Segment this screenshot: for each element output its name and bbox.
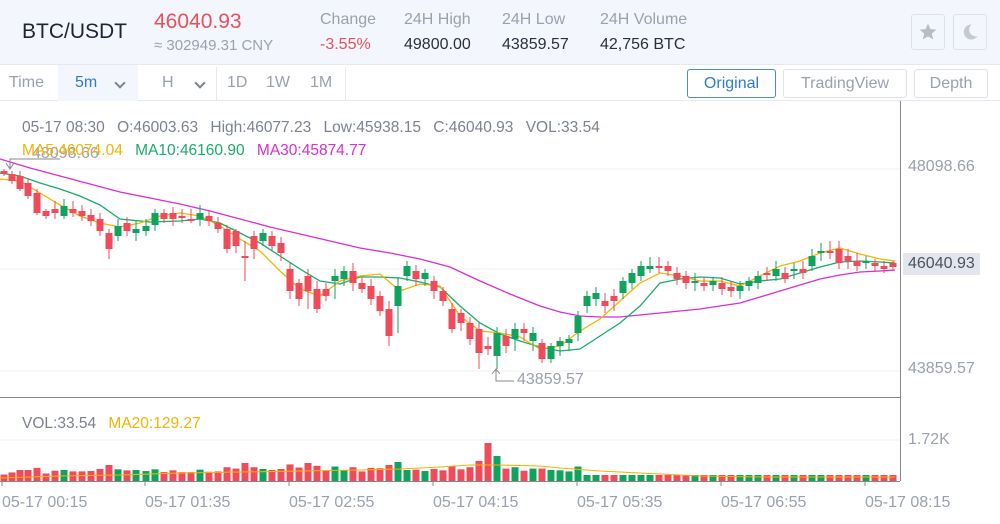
max-price-marker: 48098.66 (32, 145, 99, 162)
legend-vol-ma20: MA20:129.27 (108, 415, 201, 432)
min-price-marker: 43859.57 (517, 371, 584, 388)
price-cny: ≈ 302949.31 CNY (154, 37, 274, 54)
ticker-header: BTC/USDT 46040.93 ≈ 302949.31 CNY Change… (0, 0, 1000, 65)
y-axis-label: 43859.57 (908, 360, 975, 377)
interval-select[interactable]: 5m (58, 65, 138, 101)
x-axis-label: 05-17 02:55 (289, 494, 375, 511)
legend-ma10: MA10:46160.90 (135, 142, 245, 159)
pair-name: BTC/USDT (22, 20, 127, 43)
chevron-down-icon (114, 77, 126, 89)
legend-high: High:46077.23 (210, 119, 312, 136)
theme-toggle-button[interactable] (953, 14, 987, 50)
hour-label: H (162, 74, 174, 91)
stat-24h-low: 24H Low 43859.57 (502, 11, 569, 54)
volume-axis-label: 1.72K (908, 431, 950, 448)
legend-low: Low:45938.15 (323, 119, 421, 136)
divider (345, 67, 346, 101)
ma-legend: MA5:46074.04 MA10:46160.90 MA30:45874.77 (22, 142, 374, 160)
star-icon (919, 23, 937, 40)
stat-24h-volume: 24H Volume 42,756 BTC (600, 11, 687, 54)
ohlc-legend: 05-17 08:30 O:46003.63 High:46077.23 Low… (22, 119, 608, 137)
range-1m[interactable]: 1M (310, 74, 333, 91)
legend-date: 05-17 08:30 (22, 119, 105, 136)
x-axis-label: 05-17 06:55 (721, 494, 807, 511)
last-price: 46040.93 (154, 10, 242, 33)
hour-select[interactable]: H (138, 65, 216, 101)
legend-ma30: MA30:45874.77 (256, 142, 367, 159)
candlesticks (0, 169, 897, 369)
y-axis-label: 48098.66 (908, 158, 975, 175)
stat-value: -3.55% (320, 36, 371, 53)
legend-open: O:46003.63 (117, 119, 199, 136)
view-depth-button[interactable]: Depth (914, 69, 988, 98)
stat-label: 24H Volume (600, 11, 688, 28)
stat-label: 24H Low (502, 11, 566, 28)
range-1w[interactable]: 1W (266, 74, 290, 91)
divider (216, 67, 217, 101)
favorite-button[interactable] (911, 14, 945, 50)
interval-selected: 5m (75, 74, 98, 91)
view-tradingview-button[interactable]: TradingView (783, 69, 907, 98)
x-axis-label: 05-17 01:35 (145, 494, 231, 511)
chevron-down-icon (194, 77, 206, 89)
kline-chart[interactable]: 48098.66 43859.57 05-17 08:30 O:46003.63… (0, 101, 1000, 524)
stat-label: Change (320, 11, 377, 28)
legend-close: C:46040.93 (433, 119, 514, 136)
chart-toolbar: Time 5m H 1D 1W 1M Original TradingView … (0, 65, 1000, 101)
stat-change: Change -3.55% (320, 11, 376, 54)
current-price-label: 46040.93 (903, 253, 980, 275)
view-original-button[interactable]: Original (687, 69, 776, 98)
stat-24h-high: 24H High 49800.00 (404, 11, 471, 54)
moon-icon (963, 24, 978, 40)
x-axis-label: 05-17 08:15 (865, 494, 951, 511)
range-1d[interactable]: 1D (227, 74, 248, 91)
volume-legend: VOL:33.54 MA20:129.27 (22, 415, 201, 433)
stat-value: 49800.00 (404, 36, 471, 53)
stat-value: 42,756 BTC (600, 36, 686, 53)
legend-ma5: MA5:46074.04 (22, 142, 123, 159)
x-axis-label: 05-17 04:15 (433, 494, 519, 511)
chart-canvas[interactable] (0, 101, 1000, 524)
stat-label: 24H High (404, 11, 471, 28)
legend-vol: VOL:33.54 (525, 119, 600, 136)
volume-bars (0, 443, 897, 481)
x-axis-label: 05-17 00:15 (2, 494, 88, 511)
stat-value: 43859.57 (502, 36, 569, 53)
legend-volume: VOL:33.54 (22, 415, 97, 432)
x-axis-label: 05-17 05:35 (577, 494, 663, 511)
time-label[interactable]: Time (9, 74, 44, 91)
